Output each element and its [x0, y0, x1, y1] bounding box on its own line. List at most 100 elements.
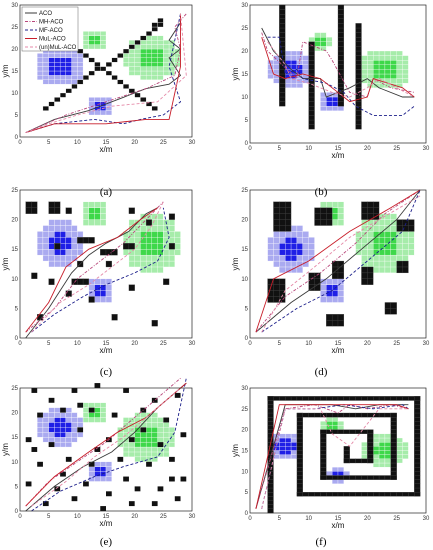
- obstacle-cell: [367, 429, 374, 434]
- green-region-cell: [140, 249, 147, 256]
- green-region-cell: [331, 417, 339, 422]
- obstacle-cell: [337, 27, 345, 33]
- obstacle-cell: [320, 207, 327, 214]
- green-region-cell: [94, 407, 101, 413]
- obstacle-cell: [361, 475, 368, 480]
- obstacle-cell: [355, 32, 362, 38]
- obstacle-cell: [273, 219, 280, 226]
- blue-region-cell: [331, 467, 339, 472]
- blue-region-cell: [48, 254, 55, 262]
- blue-region-cell: [54, 412, 61, 418]
- y-tick-label: 5: [15, 484, 19, 490]
- obstacle-cell: [343, 396, 350, 401]
- obstacle-cell: [367, 442, 374, 447]
- obstacle-cell: [396, 396, 403, 401]
- obstacle-cell: [267, 483, 274, 489]
- obstacle-cell: [414, 404, 421, 409]
- green-region-cell: [151, 427, 158, 433]
- green-region-cell: [163, 451, 170, 458]
- obstacle-cell: [279, 96, 286, 102]
- y-tick-label: 25: [11, 25, 18, 31]
- blue-region-cell: [331, 101, 339, 107]
- blue-region-cell: [42, 254, 49, 262]
- obstacle-cell: [279, 18, 286, 24]
- blue-region-cell: [290, 243, 298, 250]
- y-tick-label: 15: [11, 247, 18, 253]
- obstacle-cell: [367, 450, 374, 455]
- obstacle-cell: [337, 396, 345, 401]
- obstacle-cell: [326, 396, 333, 401]
- x-axis-label: x/m: [100, 519, 113, 528]
- green-region-cell: [384, 462, 391, 468]
- obstacle-cell: [367, 396, 374, 401]
- obstacle-cell: [349, 475, 356, 480]
- blue-region-cell: [94, 278, 101, 285]
- green-region-cell: [373, 64, 380, 70]
- blue-region-cell: [285, 260, 292, 268]
- obstacle-cell: [296, 437, 303, 443]
- green-region-cell: [367, 69, 374, 75]
- obstacle-cell: [169, 476, 175, 482]
- y-tick-label: 20: [11, 411, 18, 417]
- green-region-cell: [396, 442, 403, 447]
- blue-region-cell: [267, 73, 274, 79]
- obstacle-cell: [414, 471, 421, 476]
- y-tick-label: 10: [241, 277, 248, 283]
- obstacle-cell: [82, 53, 89, 58]
- y-tick-label: 0: [15, 336, 19, 342]
- obstacle-cell: [157, 442, 164, 448]
- blue-region-cell: [59, 57, 67, 63]
- green-region-cell: [378, 50, 386, 56]
- obstacle-cell: [65, 456, 72, 462]
- green-region-cell: [94, 417, 101, 423]
- blue-region-cell: [65, 417, 72, 423]
- blue-region-cell: [320, 284, 327, 291]
- obstacle-cell: [279, 278, 286, 285]
- green-region-cell: [378, 446, 386, 451]
- green-region-cell: [151, 62, 158, 67]
- x-tick-label: 10: [305, 341, 312, 347]
- x-tick-label: 25: [393, 516, 400, 522]
- blue-region-cell: [308, 243, 315, 250]
- obstacle-cell: [117, 79, 124, 85]
- blue-region-cell: [48, 437, 55, 443]
- obstacle-cell: [296, 396, 303, 401]
- obstacle-cell: [355, 492, 362, 497]
- obstacle-cell: [414, 408, 421, 414]
- obstacle-cell: [361, 396, 368, 401]
- x-tick-label: 5: [278, 516, 282, 522]
- green-region-cell: [140, 53, 147, 58]
- green-region-cell: [163, 422, 170, 428]
- obstacle-cell: [128, 243, 135, 250]
- obstacle-cell: [54, 243, 61, 250]
- green-region-cell: [157, 219, 164, 226]
- blue-region-cell: [59, 249, 67, 256]
- blue-region-cell: [71, 75, 78, 80]
- obstacle-cell: [384, 475, 391, 480]
- obstacle-cell: [77, 79, 84, 85]
- blue-region-cell: [54, 417, 61, 423]
- green-region-cell: [384, 446, 391, 451]
- obstacle-cell: [106, 491, 112, 497]
- x-tick-label: 5: [278, 341, 282, 347]
- blue-region-cell: [285, 450, 292, 455]
- blue-region-cell: [296, 78, 303, 84]
- y-tick-label: 15: [241, 449, 248, 455]
- blue-region-cell: [100, 278, 107, 285]
- obstacle-cell: [361, 412, 368, 418]
- obstacle-cell: [384, 396, 391, 401]
- green-region-cell: [367, 64, 374, 70]
- green-region-cell: [151, 70, 158, 76]
- obstacle-cell: [31, 201, 38, 208]
- green-region-cell: [378, 60, 386, 65]
- green-region-cell: [168, 249, 175, 256]
- blue-region-cell: [302, 249, 309, 256]
- obstacle-cell: [390, 442, 397, 447]
- obstacle-cell: [174, 392, 181, 398]
- obstacle-cell: [320, 437, 327, 443]
- green-region-cell: [145, 254, 153, 262]
- x-tick-label: 20: [131, 514, 138, 520]
- green-region-cell: [145, 62, 153, 67]
- obstacle-cell: [302, 412, 309, 418]
- blue-region-cell: [54, 75, 61, 80]
